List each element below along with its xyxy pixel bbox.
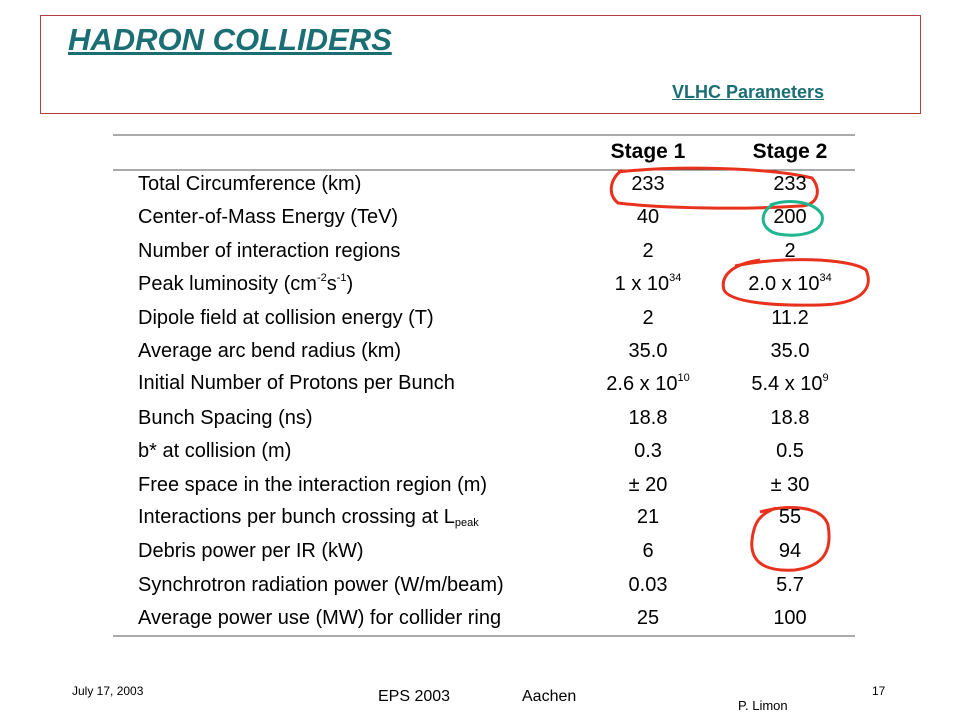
annotation-circle	[609, 166, 819, 210]
cell: 40	[636, 206, 660, 229]
superscript: 9	[822, 372, 829, 384]
text: 2.6 x 10	[606, 373, 678, 395]
row-label: Dipole field at collision energy (T)	[138, 306, 434, 329]
text: s	[326, 273, 337, 295]
table-row: Dipole field at collision energy (T) 2 11.…	[0, 307, 960, 337]
table-row: Average power use (MW) for collider ring…	[0, 607, 960, 637]
table-row: Free space in the interaction region (m)…	[0, 474, 960, 504]
text: 2.0 x 10	[748, 273, 820, 295]
superscript: -1	[336, 272, 347, 284]
footer-author: P. Limon	[738, 698, 788, 713]
cell: 233	[631, 173, 665, 195]
column-header: Stage 2	[752, 140, 828, 163]
column-header: Stage 1	[610, 140, 686, 163]
table-row: Initial Number of Protons per Bunch 2.6 …	[0, 372, 960, 402]
row-label: Initial Number of Protons per Bunch	[138, 372, 455, 394]
cell: 21	[636, 506, 660, 528]
cell: 6	[642, 540, 654, 563]
superscript: -2	[316, 272, 327, 284]
cell: 25	[636, 607, 660, 630]
cell: 2.6 x 1010	[606, 372, 689, 396]
cell: 55	[778, 506, 802, 528]
footer-conference: EPS 2003	[378, 688, 451, 705]
row-label: Number of interaction regions	[138, 239, 401, 262]
cell: 5.7	[776, 573, 804, 596]
annotation-circle	[721, 258, 870, 307]
subscript: peak	[454, 517, 479, 529]
row-label: Peak luminosity (cm-2s-1)	[138, 272, 353, 296]
cell: 0.03	[628, 573, 668, 596]
cell: 1 x 1034	[615, 272, 682, 296]
cell: 35.0	[770, 340, 810, 362]
cell: 233	[773, 173, 807, 195]
row-label: Center-of-Mass Energy (TeV)	[138, 206, 399, 229]
table-row: Interactions per bunch crossing at Lpeak…	[0, 506, 960, 536]
row-label: b* at collision (m)	[138, 440, 292, 463]
title-box	[40, 15, 921, 114]
annotation-circle	[750, 506, 831, 572]
cell: 2	[784, 239, 796, 262]
row-label: Synchrotron radiation power (W/m/beam)	[138, 573, 504, 596]
cell: 18.8	[770, 406, 810, 429]
row-label: Free space in the interaction region (m)	[138, 473, 488, 496]
table-row: Bunch Spacing (ns) 18.8 18.8	[0, 407, 960, 437]
cell: 0.3	[634, 440, 662, 463]
table-row: Peak luminosity (cm-2s-1) 1 x 1034 2.0 x…	[0, 272, 960, 302]
cell: 0.5	[776, 440, 804, 463]
page-number: 17	[872, 684, 886, 698]
table-row: b* at collision (m) 0.3 0.5	[0, 440, 960, 470]
row-label: Average power use (MW) for collider ring	[138, 607, 502, 630]
superscript: 10	[677, 372, 690, 384]
annotation-circle	[761, 200, 824, 237]
row-label: Average arc bend radius (km)	[138, 340, 402, 362]
cell: 5.4 x 109	[751, 372, 828, 396]
cell: ± 20	[628, 473, 668, 496]
table-row: Debris power per IR (kW) 6 94	[0, 540, 960, 570]
cell: 18.8	[628, 406, 668, 429]
cell: 94	[778, 540, 802, 563]
row-label: Debris power per IR (kW)	[138, 540, 364, 563]
text: )	[346, 273, 354, 295]
text: 5.4 x 10	[751, 373, 823, 395]
text: Interactions per bunch crossing at L	[138, 506, 455, 528]
cell: ± 30	[770, 473, 810, 496]
cell: 2	[642, 306, 654, 329]
text: 1 x 10	[614, 273, 670, 295]
superscript: 34	[819, 272, 832, 284]
table-header: Stage 1 Stage 2	[0, 140, 960, 170]
cell: 200	[773, 206, 807, 229]
row-label: Total Circumference (km)	[138, 173, 362, 195]
table-row: Number of interaction regions 2 2	[0, 240, 960, 270]
text: Peak luminosity (cm	[138, 273, 317, 295]
row-label: Interactions per bunch crossing at Lpeak	[138, 506, 479, 529]
table-row: Center-of-Mass Energy (TeV) 40 200	[0, 206, 960, 236]
footer-date: July 17, 2003	[72, 684, 144, 698]
cell: 100	[773, 607, 807, 630]
cell: 2.0 x 1034	[748, 272, 831, 296]
cell: 35.0	[628, 340, 668, 362]
table-row: Total Circumference (km) 233 233	[0, 173, 960, 203]
superscript: 34	[669, 272, 682, 284]
footer-place: Aachen	[522, 688, 577, 705]
table-row: Synchrotron radiation power (W/m/beam) 0.…	[0, 574, 960, 604]
cell: 2	[642, 239, 654, 262]
subtitle: VLHC Parameters	[672, 82, 825, 102]
table-row: Average arc bend radius (km) 35.0 35.0	[0, 340, 960, 370]
row-label: Bunch Spacing (ns)	[138, 406, 313, 429]
title: HADRON COLLIDERS	[68, 22, 392, 57]
cell: 11.2	[771, 306, 809, 329]
